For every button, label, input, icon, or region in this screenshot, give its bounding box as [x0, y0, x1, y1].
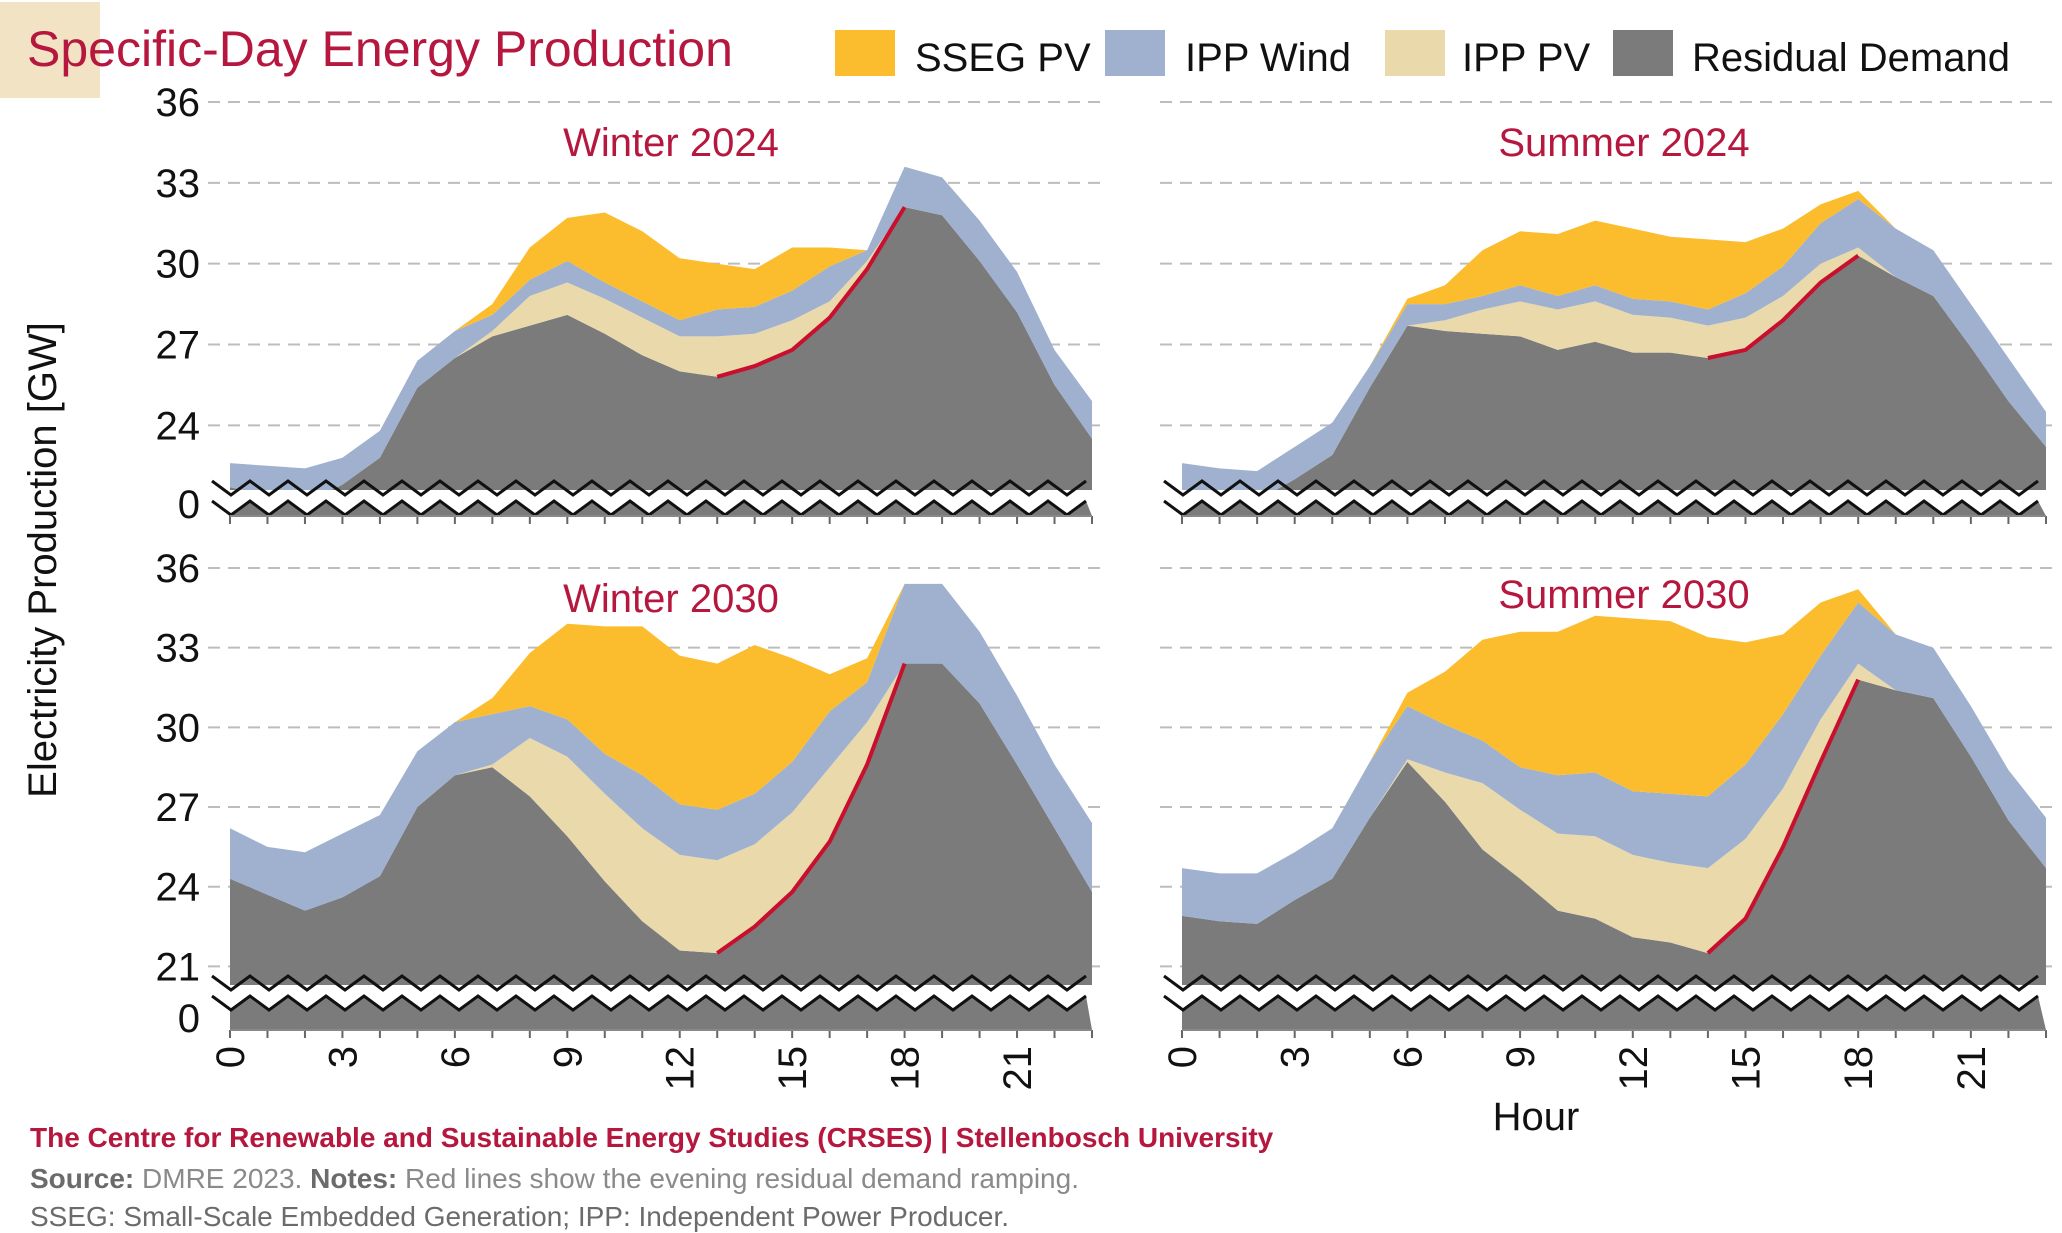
x-tick-label-2-4: 12 — [659, 1046, 703, 1091]
area-sseg-pv-2 — [230, 583, 1092, 853]
axis-break-bottom-2 — [211, 994, 1087, 1012]
area-residual-demand-0 — [230, 207, 1092, 512]
source-text: DMRE 2023. — [134, 1163, 311, 1194]
panel-title-3: Summer 2030 — [1498, 573, 1749, 617]
x-tick-label-3-0: 0 — [1161, 1046, 1205, 1068]
x-tick-label-2-6: 18 — [884, 1046, 928, 1091]
chart-title: Specific-Day Energy Production — [27, 21, 733, 77]
footer-abbreviations: SSEG: Small-Scale Embedded Generation; I… — [30, 1201, 1010, 1232]
y-tick-label-0-3: 30 — [156, 243, 201, 287]
panel-title-0: Winter 2024 — [563, 121, 779, 165]
break-band-0 — [210, 490, 1106, 546]
x-tick-label-3-4: 12 — [1612, 1046, 1656, 1091]
x-tick-label-3-2: 6 — [1386, 1046, 1430, 1068]
ramp-line-0 — [716, 206, 907, 379]
legend-label-1: IPP Wind — [1185, 36, 1351, 80]
x-tick-label-2-5: 15 — [771, 1046, 815, 1091]
x-tick-label-3-7: 21 — [1950, 1046, 1994, 1091]
y-tick-label-0-1: 24 — [156, 404, 201, 448]
notes-label: Notes: — [310, 1163, 398, 1194]
y-tick-label-0-4: 33 — [156, 162, 201, 206]
legend-label-2: IPP PV — [1462, 36, 1591, 80]
footer-organization: The Centre for Renewable and Sustainable… — [30, 1122, 1274, 1153]
panel-3: Summer 2030 0 3 6 9 12 15 18 21 — [1160, 567, 2060, 1091]
notes-text: Red lines show the evening residual dema… — [397, 1163, 1079, 1194]
legend-label-0: SSEG PV — [915, 36, 1091, 80]
y-tick-label-0-0: 0 — [178, 483, 200, 527]
panel-0: Winter 2024 0 24 27 30 33 36 — [156, 81, 1106, 546]
legend-label-3: Residual Demand — [1692, 36, 2010, 80]
y-tick-label-0-5: 36 — [156, 81, 201, 125]
footer-source-notes: Source: DMRE 2023. Notes: Red lines show… — [30, 1163, 1079, 1195]
x-tick-label-3-6: 18 — [1837, 1046, 1881, 1091]
area-residual-demand-1 — [1182, 255, 2046, 512]
y-axis-title-group: Electricity Production [GW] — [21, 322, 65, 798]
break-band-1 — [1162, 490, 2060, 546]
ramp-line-1 — [1707, 253, 1860, 360]
area-sseg-pv-1 — [1182, 190, 2046, 472]
axis-break-top-0 — [211, 479, 1087, 497]
panel-title-1: Summer 2024 — [1498, 121, 1749, 165]
axis-base-strip-0 — [230, 501, 1092, 516]
x-tick-label-3-5: 15 — [1724, 1046, 1768, 1091]
area-ipp-pv-3 — [1182, 663, 2046, 954]
area-ipp-wind-3 — [1182, 602, 2046, 924]
panel-1: Summer 2024 — [1160, 101, 2060, 546]
ramp-line-2 — [716, 662, 907, 955]
legend: SSEG PV IPP Wind IPP PV Residual Demand — [835, 30, 2010, 80]
legend-swatch-1 — [1105, 30, 1165, 76]
legend-swatch-0 — [835, 30, 895, 76]
y-tick-label-2-2: 24 — [156, 866, 201, 910]
axis-base-strip-1 — [1182, 501, 2046, 516]
y-tick-label-2-3: 27 — [156, 786, 201, 830]
y-tick-label-2-0: 0 — [178, 997, 200, 1041]
axis-break-top-2 — [211, 974, 1087, 992]
x-tick-label-2-3: 9 — [546, 1046, 590, 1068]
x-tick-label-2-2: 6 — [434, 1046, 478, 1068]
axis-break-bottom-3 — [1163, 994, 2039, 1012]
title-highlight-box — [0, 2, 100, 98]
x-tick-label-3-3: 9 — [1499, 1046, 1543, 1068]
y-tick-label-2-5: 33 — [156, 627, 201, 671]
axis-break-top-3 — [1163, 974, 2039, 992]
axis-break-top-1 — [1163, 479, 2039, 497]
area-residual-demand-2 — [230, 663, 1092, 1007]
x-tick-label-3-1: 3 — [1274, 1046, 1318, 1068]
panel-title-2: Winter 2030 — [563, 577, 779, 621]
area-residual-demand-3 — [1182, 679, 2046, 1007]
legend-swatch-2 — [1385, 30, 1445, 76]
x-axis-title: Hour — [1493, 1095, 1580, 1139]
ramp-line-3 — [1706, 678, 1861, 955]
legend-swatch-3 — [1613, 30, 1673, 76]
axis-base-strip-2 — [230, 996, 1092, 1030]
area-ipp-wind-0 — [230, 166, 1092, 504]
y-tick-label-2-4: 30 — [156, 706, 201, 750]
area-ipp-wind-1 — [1182, 199, 2046, 501]
x-tick-label-2-0: 0 — [209, 1046, 253, 1068]
x-tick-label-2-1: 3 — [321, 1046, 365, 1068]
y-tick-label-0-2: 27 — [156, 324, 201, 368]
x-tick-label-2-7: 21 — [996, 1046, 1040, 1091]
y-tick-label-2-6: 36 — [156, 547, 201, 591]
source-label: Source: — [30, 1163, 135, 1194]
area-ipp-pv-0 — [230, 207, 1092, 504]
y-tick-label-2-1: 21 — [156, 945, 201, 989]
y-axis-title: Electricity Production [GW] — [21, 322, 65, 798]
axis-base-strip-3 — [1182, 996, 2046, 1030]
area-ipp-wind-2 — [230, 583, 1092, 911]
area-sseg-pv-3 — [1182, 589, 2046, 874]
